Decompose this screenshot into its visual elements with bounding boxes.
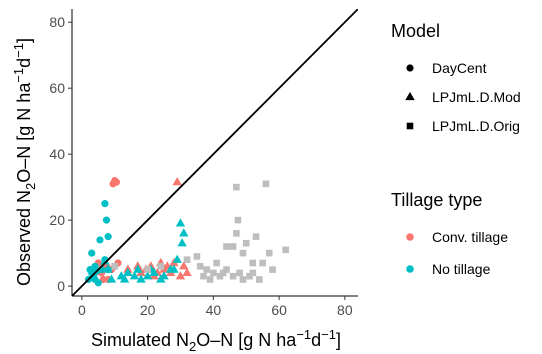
data-point — [177, 238, 187, 247]
plot-area — [72, 9, 358, 296]
data-point — [259, 259, 266, 267]
data-point — [242, 239, 250, 247]
data-point — [159, 271, 169, 280]
data-point — [111, 263, 119, 270]
data-point — [88, 249, 96, 257]
data-point — [203, 266, 211, 273]
data-point — [269, 266, 276, 273]
data-point — [249, 259, 257, 267]
data-point — [104, 233, 112, 241]
data-point — [102, 216, 111, 224]
legend-title: Model — [391, 21, 440, 41]
y-tick-label: 60 — [49, 80, 65, 96]
data-point — [100, 256, 110, 265]
data-point — [246, 272, 253, 280]
data-point — [116, 271, 127, 280]
data-point — [252, 233, 260, 240]
legend-key — [405, 91, 415, 101]
legend-label: LPJmL.D.Mod — [432, 89, 521, 105]
data-point — [136, 274, 146, 283]
y-tick-label: 80 — [49, 14, 65, 30]
data-point — [200, 272, 207, 280]
legend-key — [406, 265, 414, 273]
y-tick-label: 0 — [57, 278, 65, 294]
data-point — [282, 246, 289, 254]
legend-label: No tillage — [432, 261, 491, 277]
data-point — [179, 228, 189, 237]
legend-label: Conv. tillage — [432, 229, 508, 245]
legend-label: LPJmL.D.Orig — [432, 118, 520, 134]
data-point — [133, 264, 143, 273]
x-axis-title: Simulated N2O–N [g N ha−1d−1] — [91, 327, 341, 354]
data-point — [172, 254, 182, 263]
data-point — [179, 261, 189, 270]
data-point — [236, 269, 243, 277]
x-tick-label: 60 — [271, 302, 287, 318]
data-point — [123, 267, 133, 277]
data-point — [233, 183, 240, 191]
data-point — [142, 271, 153, 280]
data-point — [193, 253, 201, 260]
axes: 0 20 40 60 80 0 20 40 60 80 — [49, 9, 358, 318]
data-point — [157, 263, 165, 270]
y-axis-title: Observed N2O–N [g N ha−1d−1] — [11, 38, 38, 286]
data-point — [106, 274, 117, 283]
data-point — [101, 200, 109, 208]
x-tick-label: 80 — [337, 302, 353, 318]
data-point — [165, 264, 176, 273]
data-point — [229, 243, 237, 250]
data-point — [213, 259, 220, 267]
y-tick-label: 40 — [49, 146, 65, 162]
data-point — [183, 256, 191, 264]
data-point — [175, 218, 186, 227]
data-point — [149, 267, 159, 277]
x-tick-label: 0 — [78, 302, 86, 318]
data-point — [229, 272, 237, 280]
x-tick-label: 20 — [140, 302, 156, 318]
data-point — [256, 276, 263, 283]
data-point — [233, 230, 240, 237]
legend-key — [406, 122, 414, 130]
data-point — [103, 264, 113, 273]
legend-key — [406, 233, 414, 241]
legend-key — [406, 64, 414, 72]
data-point — [223, 243, 230, 250]
data-point — [216, 272, 224, 280]
data-point — [112, 178, 120, 186]
y-tick-label: 20 — [49, 212, 65, 228]
data-point — [172, 177, 182, 186]
data-point — [265, 249, 273, 257]
data-point — [262, 180, 270, 188]
x-tick-label: 40 — [206, 302, 222, 318]
legend-label: DayCent — [432, 60, 487, 76]
data-point — [206, 276, 214, 283]
legend-title: Tillage type — [391, 190, 482, 210]
data-point — [96, 236, 104, 244]
data-point — [234, 216, 242, 224]
data-point — [210, 269, 217, 277]
data-point — [182, 267, 192, 277]
data-point — [91, 275, 99, 284]
data-point — [144, 266, 151, 273]
data-point — [175, 271, 186, 280]
data-point — [129, 271, 140, 280]
data-point — [239, 276, 247, 283]
data-point — [239, 249, 247, 257]
one-to-one-line — [72, 9, 358, 296]
data-point — [196, 263, 204, 270]
legend: Model DayCent LPJmL.D.Mod LPJmL.D.Orig Tilla… — [391, 21, 521, 277]
